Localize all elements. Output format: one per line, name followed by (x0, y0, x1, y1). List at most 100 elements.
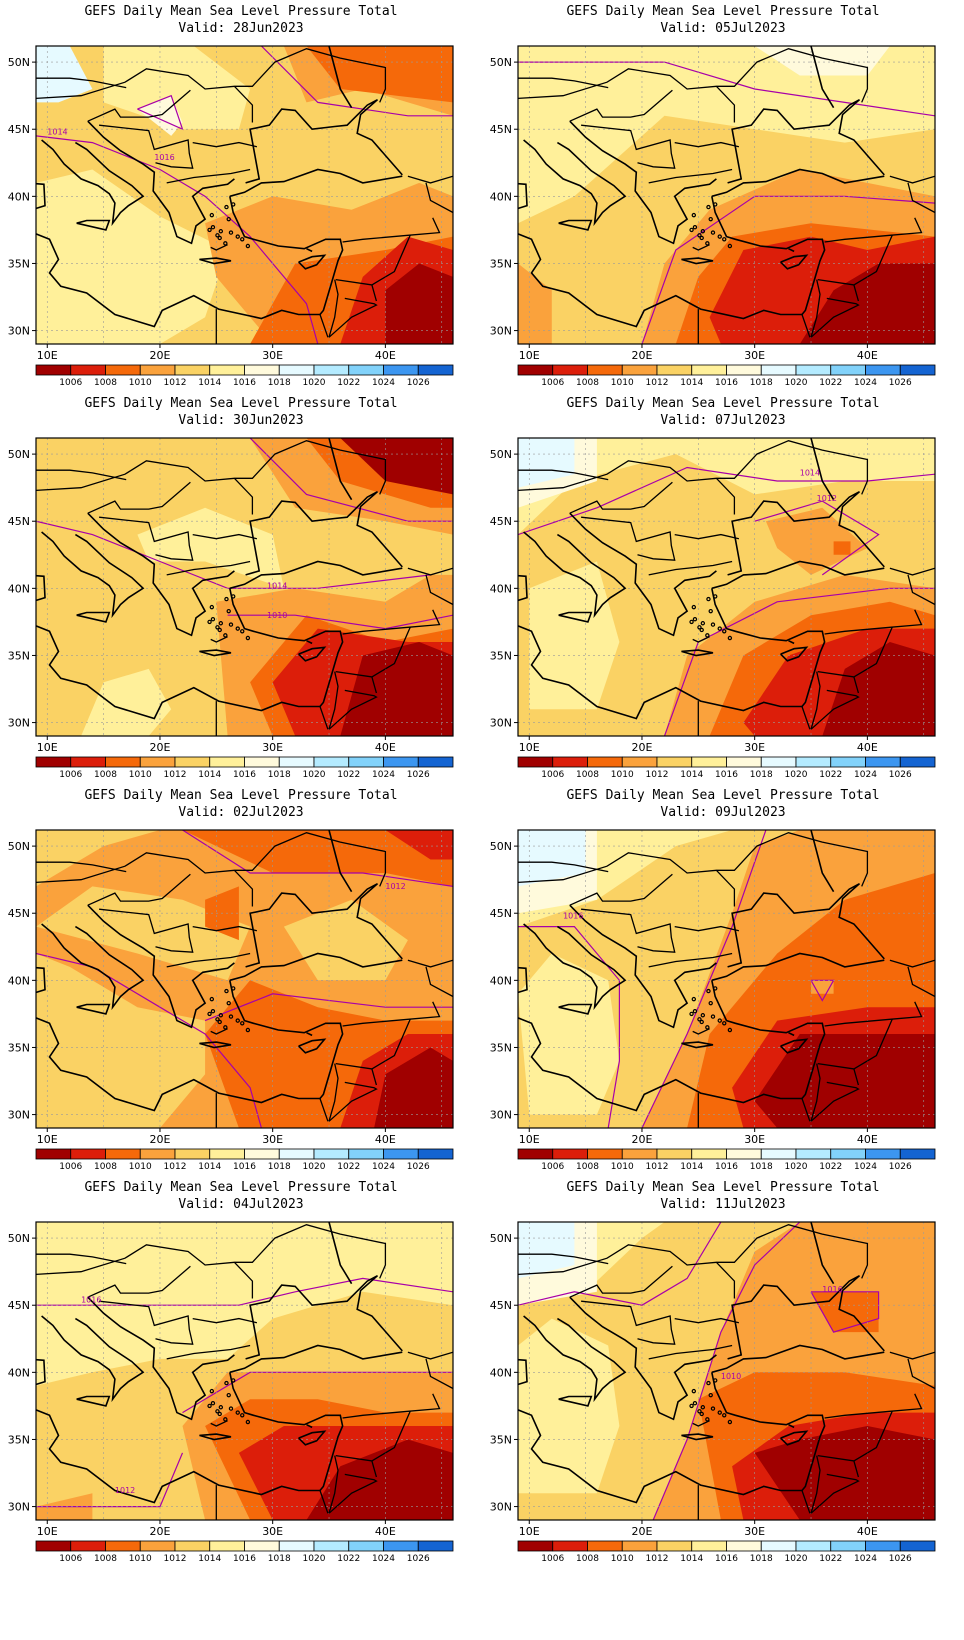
latitude-label: 45N (490, 123, 512, 136)
latitude-label: 50N (490, 840, 512, 853)
colorbar-label: 1026 (889, 770, 912, 780)
island (692, 1009, 698, 1014)
latitude-label: 35N (8, 649, 30, 662)
colorbar-label: 1010 (129, 378, 152, 388)
isobar-label: 1010 (721, 1372, 741, 1381)
colorbar-swatch (552, 756, 588, 768)
pressure-fill-region (283, 899, 408, 981)
colorbar-swatch (70, 1540, 106, 1552)
colorbar-swatch (517, 1540, 554, 1552)
pressure-map: 1010 1016 50N 45N 40N 35N 30N 10E 20E 30E 40E 1006 1… (490, 1221, 936, 1564)
island (245, 243, 251, 249)
colorbar-swatch (760, 364, 797, 376)
coastline (788, 247, 795, 253)
country-border (853, 676, 860, 694)
panel-title: GEFS Daily Mean Sea Level Pressure Total (84, 4, 398, 19)
country-border (335, 1411, 411, 1462)
colorbar-label: 1008 (94, 770, 117, 780)
colorbar-swatch (726, 756, 762, 768)
country-border (817, 1411, 893, 1462)
coastline (518, 966, 528, 994)
colorbar-label: 1010 (611, 770, 634, 780)
colorbar-swatch (899, 364, 936, 376)
pressure-fill-region (518, 1222, 575, 1279)
colorbar-label: 1026 (889, 1162, 912, 1172)
country-border (889, 1351, 935, 1360)
colorbar-swatch (417, 364, 454, 376)
country-border (889, 175, 935, 184)
colorbar-swatch (174, 1540, 211, 1552)
island (231, 202, 236, 207)
island (705, 1417, 710, 1422)
colorbar-swatch (899, 1148, 936, 1160)
island (727, 1419, 733, 1425)
coastline (306, 247, 313, 253)
colorbar-label: 1024 (372, 1162, 395, 1172)
country-border (342, 609, 441, 635)
colorbar-swatch (105, 364, 141, 376)
island (689, 1403, 694, 1409)
country-border (328, 279, 339, 338)
island (705, 1025, 710, 1030)
colorbar-swatch (35, 756, 72, 768)
coastline (36, 1409, 320, 1504)
coastline (780, 1038, 809, 1054)
country-border (824, 217, 923, 243)
colorbar-label: 1024 (372, 378, 395, 388)
isobar-line (36, 520, 431, 589)
island (706, 596, 711, 602)
island (706, 1380, 711, 1386)
country-border (407, 175, 453, 184)
coastline (711, 952, 885, 982)
colorbar-label: 1008 (94, 378, 117, 388)
colorbar-label: 1010 (129, 770, 152, 780)
island (706, 204, 711, 210)
longitude-label: 10E (519, 349, 540, 362)
country-border (715, 869, 736, 907)
colorbar-label: 1020 (785, 770, 808, 780)
coastline (523, 531, 627, 619)
island (209, 212, 215, 218)
colorbar-label: 1008 (576, 1162, 599, 1172)
island (691, 604, 697, 610)
colorbar-swatch (726, 1540, 762, 1552)
latitude-label: 45N (8, 123, 30, 136)
map-panel-2: GEFS Daily Mean Sea Level Pressure Total… (482, 0, 964, 410)
country-border (692, 1420, 710, 1427)
colorbar-swatch (865, 364, 901, 376)
island (207, 1011, 212, 1017)
coastline (298, 1430, 327, 1446)
coastline (36, 625, 320, 720)
colorbar-swatch (35, 1148, 72, 1160)
coastline (518, 233, 802, 328)
latitude-label: 40N (490, 582, 512, 595)
isobar-label: 1012 (115, 1486, 135, 1495)
colorbar-label: 1014 (680, 1554, 703, 1564)
country-border (648, 560, 733, 576)
colorbar-label: 1020 (303, 378, 326, 388)
colorbar-swatch (139, 1540, 176, 1552)
colorbar-swatch (691, 756, 727, 768)
colorbar-swatch (552, 364, 588, 376)
country-border (569, 873, 673, 906)
coastline (245, 1274, 403, 1360)
coastline (328, 438, 353, 501)
map-frame (517, 1221, 936, 1521)
colorbar-label: 1020 (303, 770, 326, 780)
colorbar-label: 1010 (611, 1554, 634, 1564)
colorbar-swatch (517, 364, 554, 376)
longitude-label: 20E (631, 349, 652, 362)
colorbar-label: 1024 (854, 1162, 877, 1172)
country-border (581, 1300, 676, 1345)
colorbar-label: 1008 (576, 770, 599, 780)
pressure-fill-region (518, 46, 935, 224)
colorbar-swatch (244, 364, 280, 376)
colorbar-swatch (899, 1540, 936, 1552)
coastline (36, 182, 46, 210)
island (217, 235, 222, 241)
colorbar-swatch (621, 1148, 658, 1160)
longitude-label: 20E (149, 1525, 170, 1538)
latitude-label: 30N (490, 325, 512, 338)
colorbar-label: 1024 (372, 770, 395, 780)
country-border (425, 966, 453, 998)
